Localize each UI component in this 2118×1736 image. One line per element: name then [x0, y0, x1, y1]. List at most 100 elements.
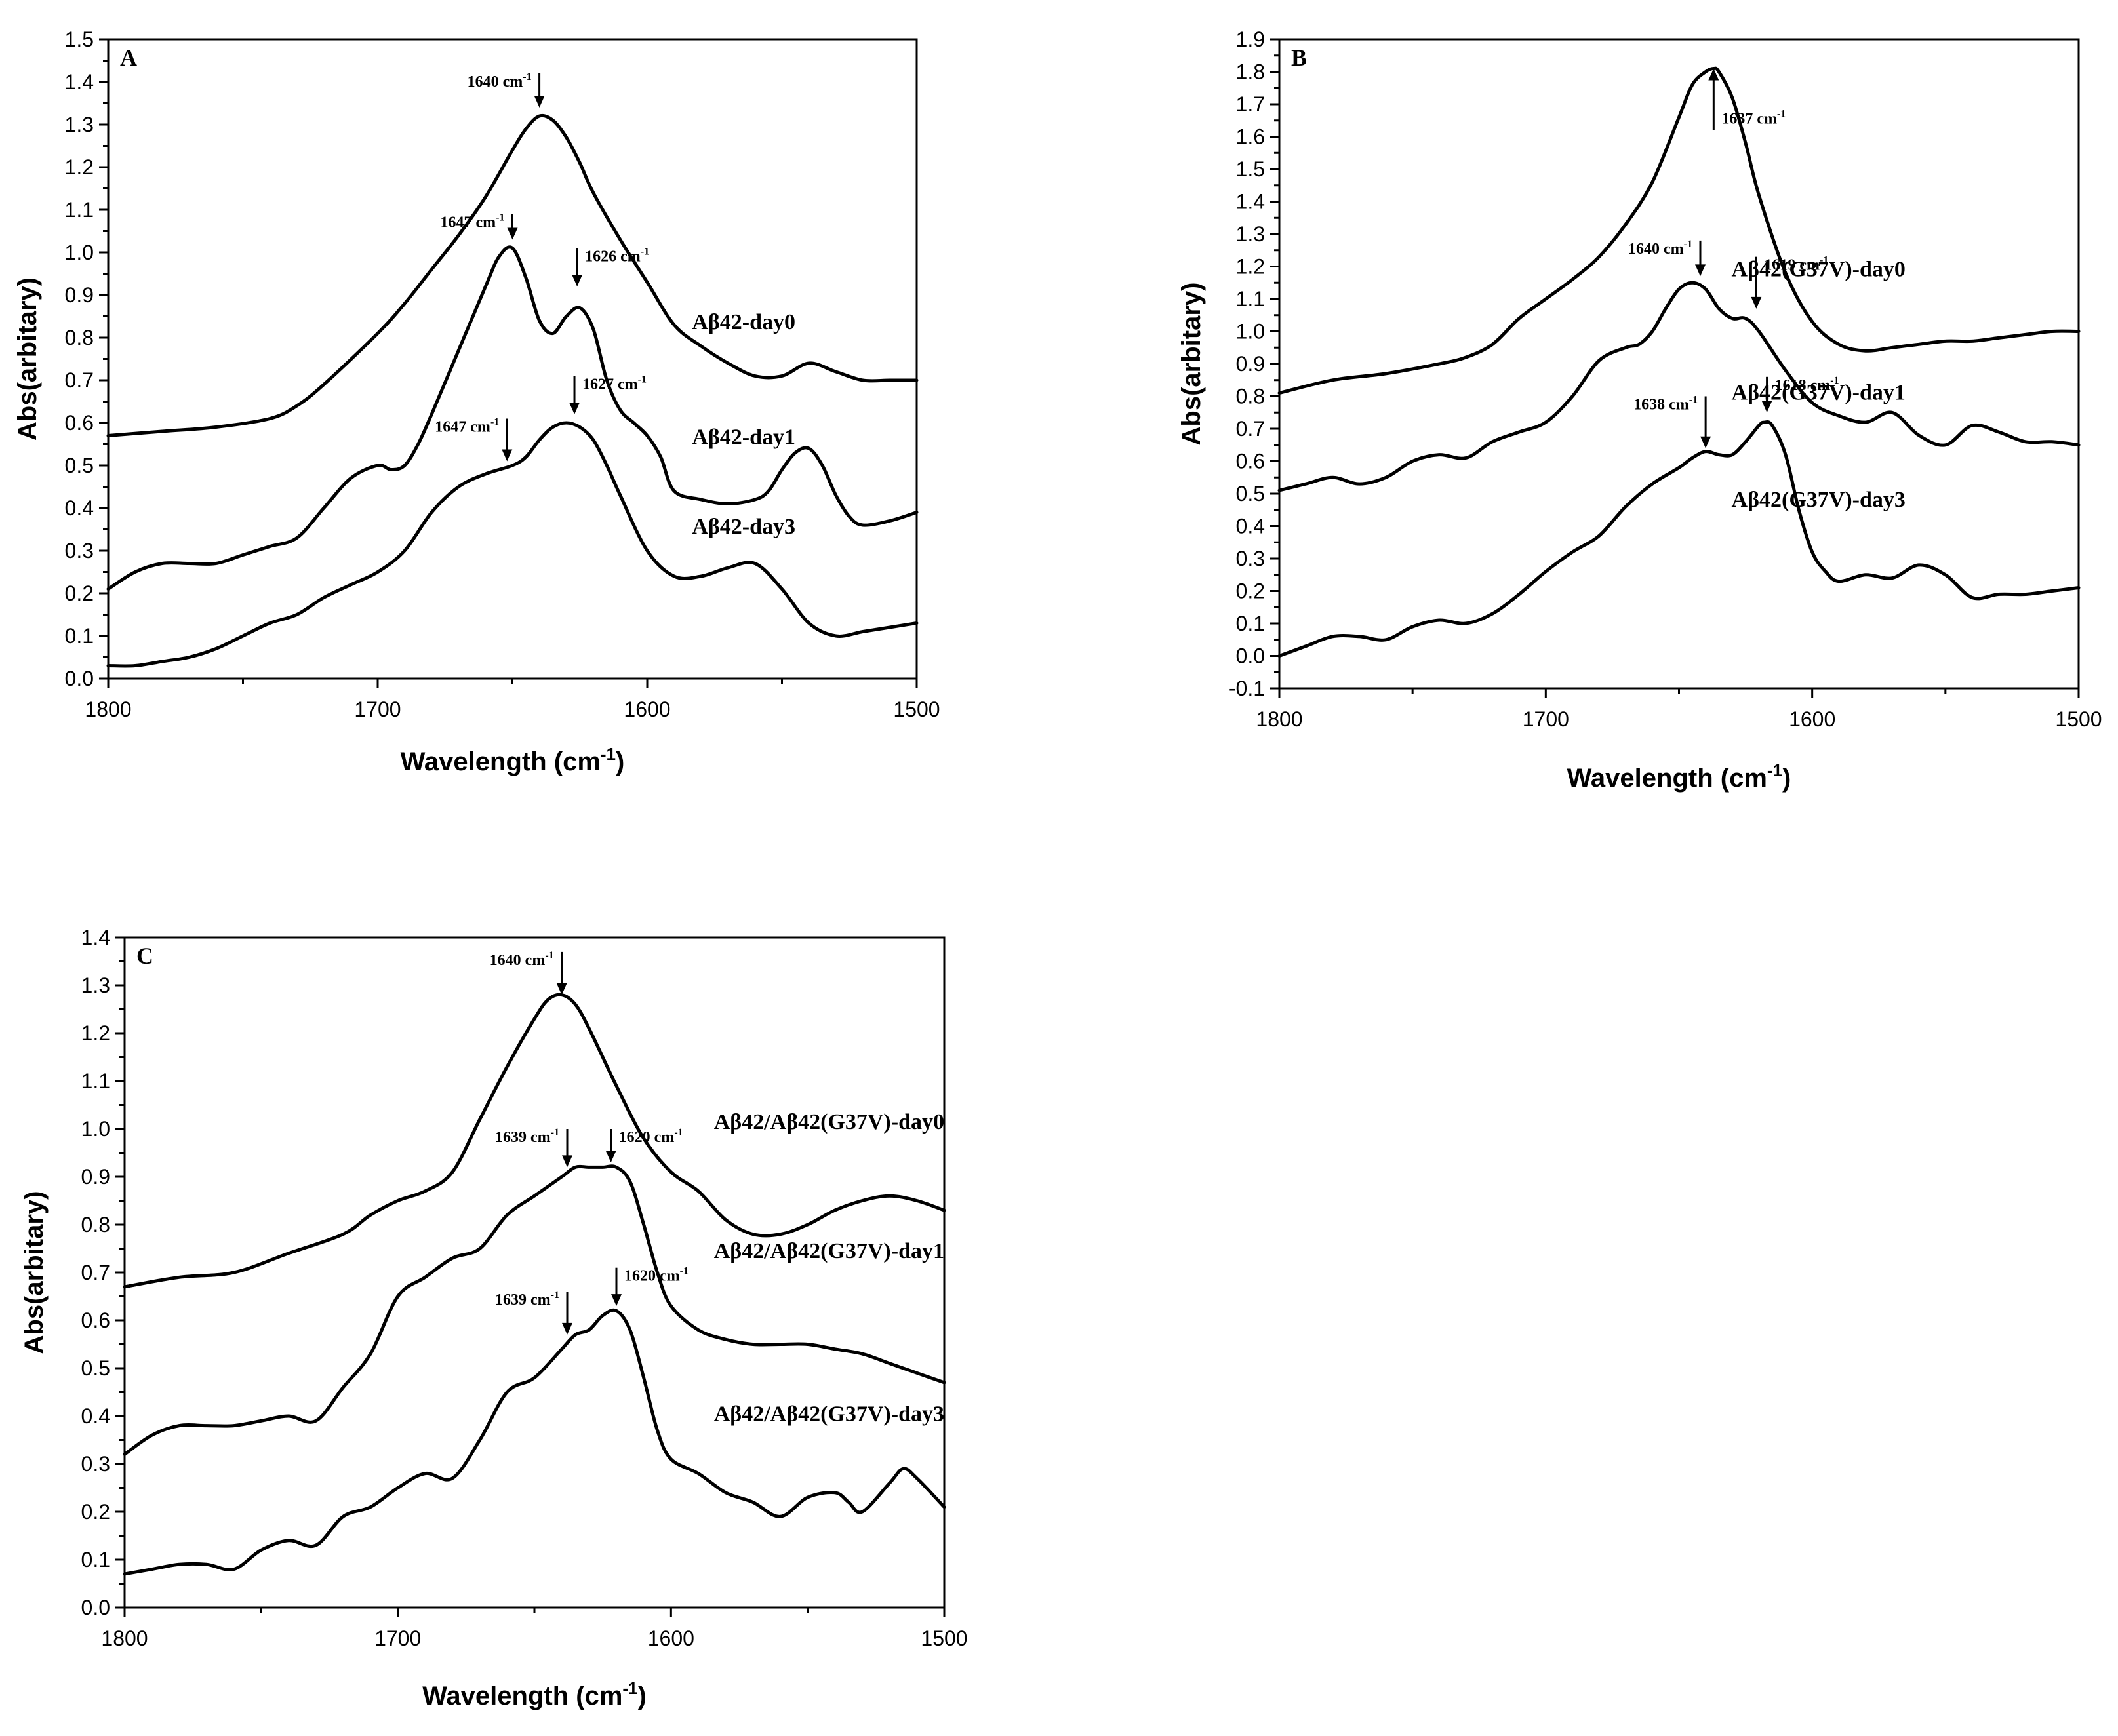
y-tick-label: 0.0 [1236, 644, 1265, 668]
series-line-1 [106, 113, 919, 437]
peak-arrow-head [611, 1294, 622, 1307]
series-label: Aβ42/Aβ42(G37V)-day0 [714, 1110, 944, 1134]
x-tick-label: 1800 [101, 1627, 148, 1650]
y-tick-label: 0.8 [81, 1213, 110, 1236]
x-tick-label: 1500 [2055, 707, 2102, 731]
y-tick-label: 0.7 [1236, 417, 1265, 441]
peak-annotation: 1620 cm-1 [619, 1127, 683, 1146]
y-tick-label: 1.4 [81, 926, 110, 949]
y-tick-label: 0.7 [81, 1261, 110, 1284]
chart-panel-a: 0.0 0.1 0.2 0.3 0.4 0.5 0.6 0.7 0.8 0.9 1.0 1.1 1.2 1… [13, 28, 940, 776]
y-tick-label: 1.5 [65, 28, 94, 51]
x-axis-title: Wavelength (cm-1) [1567, 760, 1791, 793]
peak-arrow-head [1751, 296, 1762, 309]
x-tick-label: 1700 [354, 698, 401, 721]
y-tick-label: 0.3 [65, 539, 94, 562]
y-tick-label: 0.4 [81, 1404, 110, 1428]
peak-arrow-head [534, 96, 545, 108]
y-tick-label: 0.7 [65, 368, 94, 392]
x-tick-label: 1600 [648, 1627, 694, 1650]
y-tick-label: 1.2 [1236, 255, 1265, 279]
peak-annotation: 1620 cm-1 [624, 1266, 689, 1285]
peak-annotation: 1647 cm-1 [435, 417, 499, 436]
y-axis-title: Abs(arbitary) [1177, 283, 1206, 446]
x-tick-label: 1700 [1523, 707, 1569, 731]
y-tick-label: 1.0 [81, 1117, 110, 1141]
series-label: Aβ42-day1 [692, 425, 795, 450]
peak-arrow-head [556, 983, 567, 995]
plot-frame [123, 936, 946, 1609]
series-line-1 [123, 993, 946, 1289]
peak-annotation: 1627 cm-1 [582, 374, 647, 393]
peak-annotation: 1619 cm-1 [1764, 255, 1828, 274]
y-tick-label: 1.3 [81, 974, 110, 997]
y-tick-label: 0.2 [81, 1500, 110, 1524]
peak-arrow-head [1708, 68, 1719, 81]
peak-arrow-head [562, 1322, 572, 1335]
chart-panel-b: -0.1 0.0 0.1 0.2 0.3 0.4 0.5 0.6 0.7 0.8 0.9 1.0 1.1… [1177, 28, 2102, 793]
peak-arrow-head [605, 1151, 616, 1163]
peak-annotation: 1637 cm-1 [1721, 109, 1786, 128]
y-tick-label: 0.6 [1236, 450, 1265, 473]
x-axis-title: Wavelength (cm-1) [401, 744, 625, 776]
series-label: Aβ42/Aβ42(G37V)-day3 [714, 1402, 944, 1426]
y-tick-label: 0.1 [1236, 612, 1265, 635]
series-label: Aβ42(G37V)-day3 [1732, 488, 1906, 512]
y-tick-label: 1.3 [1236, 222, 1265, 246]
peak-arrow-head [1700, 436, 1711, 448]
series-label: Aβ42(G37V)-day1 [1732, 380, 1906, 404]
series-line-2 [106, 245, 919, 591]
peak-arrow-head [569, 403, 580, 414]
plot-frame [107, 38, 918, 680]
y-tick-label: 0.4 [1236, 515, 1265, 538]
y-tick-label: 1.1 [81, 1069, 110, 1093]
peak-arrow-head [562, 1155, 572, 1168]
peak-annotation: 1640 cm-1 [468, 71, 532, 90]
y-tick-label: -0.1 [1229, 677, 1265, 700]
y-tick-label: 1.0 [1236, 320, 1265, 344]
plot-frame [1278, 38, 2080, 690]
series-line-3 [123, 1308, 946, 1576]
y-tick-label: 1.3 [65, 113, 94, 136]
y-tick-label: 1.4 [65, 70, 94, 94]
y-tick-label: 0.0 [65, 667, 94, 690]
y-tick-label: 1.2 [81, 1021, 110, 1045]
y-tick-label: 0.6 [65, 411, 94, 435]
y-tick-label: 1.6 [1236, 125, 1265, 149]
y-tick-label: 0.2 [65, 582, 94, 605]
y-tick-label: 1.1 [1236, 287, 1265, 311]
peak-arrow-head [572, 275, 583, 286]
x-tick-label: 1800 [85, 698, 131, 721]
series-line-2 [1277, 281, 2081, 492]
series-label: Aβ42(G37V)-day0 [1732, 257, 1906, 281]
x-axis-title: Wavelength (cm-1) [422, 1678, 647, 1710]
series-line-1 [1277, 66, 2081, 395]
x-tick-label: 1700 [374, 1627, 421, 1650]
chart-panel-c: 0.0 0.1 0.2 0.3 0.4 0.5 0.6 0.7 0.8 0.9 1.0 1.1 1.2 1… [20, 926, 968, 1710]
y-tick-label: 0.8 [1236, 385, 1265, 408]
peak-annotation: 1639 cm-1 [495, 1127, 559, 1146]
y-tick-label: 0.5 [65, 454, 94, 477]
x-tick-label: 1800 [1256, 707, 1302, 731]
y-tick-label: 1.7 [1236, 92, 1265, 116]
series-label: Aβ42/Aβ42(G37V)-day1 [714, 1239, 944, 1263]
peak-annotation: 1639 cm-1 [495, 1290, 559, 1309]
y-tick-label: 0.1 [65, 624, 94, 648]
panel-letter: C [136, 943, 153, 969]
y-tick-label: 1.2 [65, 155, 94, 179]
y-tick-label: 1.5 [1236, 157, 1265, 181]
y-axis-title: Abs(arbitary) [13, 277, 42, 441]
y-tick-label: 0.3 [81, 1452, 110, 1476]
y-tick-label: 0.3 [1236, 547, 1265, 570]
y-tick-label: 1.4 [1236, 190, 1265, 214]
y-tick-label: 1.9 [1236, 28, 1265, 51]
y-tick-label: 0.1 [81, 1548, 110, 1571]
peak-annotation: 1647 cm-1 [441, 212, 505, 231]
peak-arrow-head [1761, 401, 1772, 413]
peak-arrow-head [502, 449, 513, 462]
y-tick-label: 0.5 [1236, 482, 1265, 505]
panel-letter: B [1291, 45, 1307, 71]
y-tick-label: 0.5 [81, 1356, 110, 1380]
y-axis-title: Abs(arbitary) [20, 1191, 49, 1354]
peak-annotation: 1638 cm-1 [1633, 395, 1698, 414]
